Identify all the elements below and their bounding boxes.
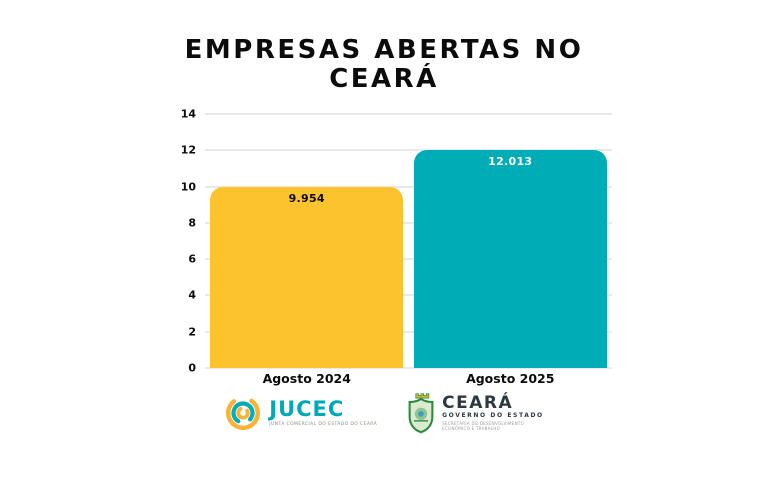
y-axis: 0 2 4 6 8 10 12 14 xyxy=(148,108,196,375)
y-tick-label: 14 xyxy=(180,107,196,121)
governo-department: SECRETARIA DO DESENVOLVIMENTO ECONÔMICO … xyxy=(442,421,544,431)
x-tick-label: Agosto 2024 xyxy=(262,371,351,386)
governo-ceara-logo: CEARÁ GOVERNO DO ESTADO SECRETARIA DO DE… xyxy=(407,392,544,434)
governo-wordmark: CEARÁ xyxy=(442,393,514,413)
grid-line xyxy=(205,221,612,224)
plot-area: 9.954 Agosto 2024 12.013 Agosto 2025 xyxy=(205,113,612,386)
governo-department-line2: ECONÔMICO E TRABALHO xyxy=(442,426,501,431)
governo-text-block: CEARÁ GOVERNO DO ESTADO SECRETARIA DO DE… xyxy=(442,393,544,432)
y-tick-label: 2 xyxy=(188,325,196,339)
bar-value-label: 12.013 xyxy=(488,155,533,169)
jucec-swirl-icon xyxy=(226,396,261,430)
y-tick-label: 0 xyxy=(188,361,196,375)
jucec-tagline: JUNTA COMERCIAL DO ESTADO DO CEARÁ xyxy=(269,422,378,427)
jucec-wordmark: JUCEC xyxy=(269,397,345,421)
y-tick-label: 8 xyxy=(188,216,196,230)
footer-logos: JUCEC JUNTA COMERCIAL DO ESTADO DO CEARÁ… xyxy=(0,392,768,434)
bar-agosto-2025: 12.013 xyxy=(413,150,607,368)
governo-department-line1: SECRETARIA DO DESENVOLVIMENTO xyxy=(442,421,525,426)
grid-line xyxy=(205,367,612,369)
governo-subtitle: GOVERNO DO ESTADO xyxy=(442,412,544,419)
x-tick-label: Agosto 2025 xyxy=(466,371,555,386)
ceara-shield-icon xyxy=(408,393,434,434)
y-tick-label: 4 xyxy=(188,288,196,302)
grid-line xyxy=(205,185,612,188)
page-title-line2: CEARÁ xyxy=(329,64,439,94)
y-tick-label: 6 xyxy=(188,252,196,266)
grid-line xyxy=(205,294,612,297)
y-tick-label: 12 xyxy=(180,143,196,157)
grid-line xyxy=(205,258,612,261)
jucec-logo: JUCEC JUNTA COMERCIAL DO ESTADO DO CEARÁ xyxy=(224,394,377,432)
grid-line xyxy=(205,149,612,152)
grid-line xyxy=(205,330,612,333)
y-tick-label: 10 xyxy=(180,180,196,194)
bar-value-label: 9.954 xyxy=(288,192,325,206)
grid-line xyxy=(205,113,612,115)
jucec-text-block: JUCEC JUNTA COMERCIAL DO ESTADO DO CEARÁ xyxy=(269,397,378,428)
page-title-line1: EMPRESAS ABERTAS NO xyxy=(184,35,584,65)
page-title: EMPRESAS ABERTAS NO CEARÁ xyxy=(0,36,768,94)
bar-agosto-2024: 9.954 xyxy=(210,187,404,368)
